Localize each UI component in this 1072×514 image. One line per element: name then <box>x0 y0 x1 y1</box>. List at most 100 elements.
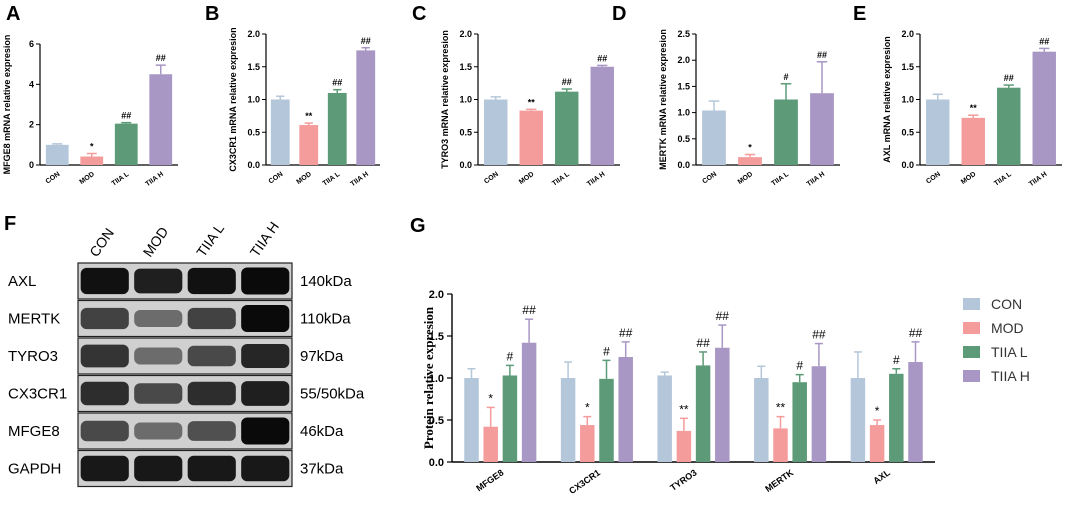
blot-band <box>134 383 183 404</box>
y-axis-title: MERTK mRNA relative expresion <box>658 29 668 170</box>
significance-mark: ## <box>156 53 166 63</box>
bar-tiia-h <box>810 93 834 165</box>
protein-label: MERTK <box>8 311 60 328</box>
x-tick-label: TYRO3 <box>668 467 698 492</box>
panel-letter-a: A <box>6 3 20 25</box>
significance-mark: # <box>507 349 514 363</box>
significance-mark: ** <box>305 111 313 121</box>
blot-band <box>241 305 290 332</box>
significance-mark: ## <box>909 326 923 340</box>
chart-d: D 0.0 0.5 1.0 1.5 2.0 2.5 MERTK mRNA relative e… <box>612 3 840 188</box>
blot-band <box>241 267 290 295</box>
x-tick-label: TIIA L <box>111 170 131 187</box>
blot-band <box>134 422 183 440</box>
bar-con <box>45 144 69 165</box>
y-tick-label: 0.5 <box>901 127 914 137</box>
chart-c: C 0.0 0.5 1.0 1.5 2.0 TYRO3 mRNA relative expr… <box>412 3 620 188</box>
y-tick-label: 1.5 <box>459 62 472 72</box>
bar-mod <box>738 157 762 165</box>
bar-mod <box>80 156 104 165</box>
chart-a: A 0 2 4 6 MFGE8 mRNA relative expresion CON * MO… <box>2 3 178 188</box>
bar-mfge8-tiia-h <box>521 342 537 462</box>
x-tick-label: TIIA H <box>350 171 370 188</box>
legend-swatch <box>963 346 980 358</box>
significance-mark: ## <box>716 309 730 323</box>
significance-mark: * <box>585 401 590 415</box>
significance-mark: # <box>783 72 788 82</box>
bar-mertk-tiia-h <box>811 366 827 462</box>
y-tick-label: 0 <box>29 160 34 170</box>
blot-band <box>134 455 183 482</box>
blot-band <box>187 381 236 406</box>
blot-band <box>134 268 183 294</box>
significance-mark: ## <box>696 336 710 350</box>
significance-mark: # <box>603 344 610 358</box>
bar-mertk-con <box>754 378 769 462</box>
bar-cx3cr1-tiia-h <box>618 357 633 462</box>
y-axis-title: Protein relative expresion <box>421 306 436 449</box>
x-tick-label: CON <box>483 171 500 186</box>
blot-band <box>80 455 129 482</box>
molecular-weight: 110kDa <box>300 311 351 328</box>
y-tick-label: 0.0 <box>247 160 260 170</box>
bar-tiia-h <box>356 50 376 165</box>
protein-label: MFGE8 <box>8 423 60 440</box>
panel-letter-e: E <box>853 3 866 25</box>
y-axis-title: MFGE8 mRNA relative expresion <box>2 35 12 175</box>
x-tick-label: MOD <box>78 171 95 186</box>
significance-mark: ## <box>1039 36 1049 46</box>
y-axis-title: TYRO3 mRNA relative expresion <box>440 30 450 169</box>
lane-label: TIIA L <box>193 220 227 259</box>
bar-cx3cr1-mod <box>580 425 595 462</box>
legend-label: CON <box>991 296 1022 312</box>
y-tick-label: 1.0 <box>459 95 472 105</box>
y-tick-label: 2 <box>29 120 34 130</box>
y-tick-label: 1.5 <box>429 331 444 343</box>
significance-mark: ** <box>528 97 536 107</box>
x-tick-label: TIIA L <box>551 170 571 187</box>
bar-tyro3-con <box>657 375 672 462</box>
x-tick-label: MOD <box>518 171 535 186</box>
significance-mark: ## <box>619 326 633 340</box>
x-tick-label: MOD <box>737 171 754 186</box>
panel-letter-c: C <box>412 3 426 25</box>
panel-letter-b: B <box>205 3 219 25</box>
legend-label: TIIA H <box>991 368 1030 384</box>
molecular-weight: 46kDa <box>300 423 344 440</box>
bar-mod <box>961 117 985 165</box>
x-tick-label: CON <box>45 171 62 186</box>
legend-swatch <box>963 370 980 382</box>
protein-label: CX3CR1 <box>8 386 67 403</box>
blot-band <box>187 455 236 482</box>
bar-tyro3-tiia-h <box>715 347 730 462</box>
bar-tyro3-tiia-l <box>695 365 711 462</box>
significance-mark: * <box>90 142 94 152</box>
lane-label: TIIA H <box>247 219 282 260</box>
y-tick-label: 0.5 <box>677 134 690 144</box>
lane-label: MOD <box>140 224 172 260</box>
legend-swatch <box>963 322 980 334</box>
blot-band <box>80 381 129 406</box>
bar-mertk-tiia-l <box>792 382 807 462</box>
x-tick-label: CX3CR1 <box>567 467 602 496</box>
bar-con <box>926 99 950 165</box>
blot-band <box>241 455 290 482</box>
bar-mertk-mod <box>773 428 788 462</box>
y-tick-label: 1.0 <box>247 95 260 105</box>
lane-label: CON <box>86 225 117 260</box>
y-tick-label: 1.5 <box>677 81 690 91</box>
bar-tiia-l <box>774 99 798 165</box>
legend-label: TIIA L <box>991 344 1028 360</box>
legend-swatch <box>963 298 980 310</box>
bar-axl-con <box>850 378 866 462</box>
bar-tiia-l <box>555 91 579 165</box>
x-tick-label: TIIA H <box>1028 171 1048 188</box>
y-tick-label: 2.0 <box>247 29 260 39</box>
significance-mark: # <box>893 353 900 367</box>
significance-mark: ## <box>562 77 572 87</box>
blot-band <box>241 343 290 369</box>
x-tick-label: TIIA L <box>770 170 790 187</box>
x-tick-label: MOD <box>295 171 312 186</box>
blot-band <box>187 345 236 367</box>
